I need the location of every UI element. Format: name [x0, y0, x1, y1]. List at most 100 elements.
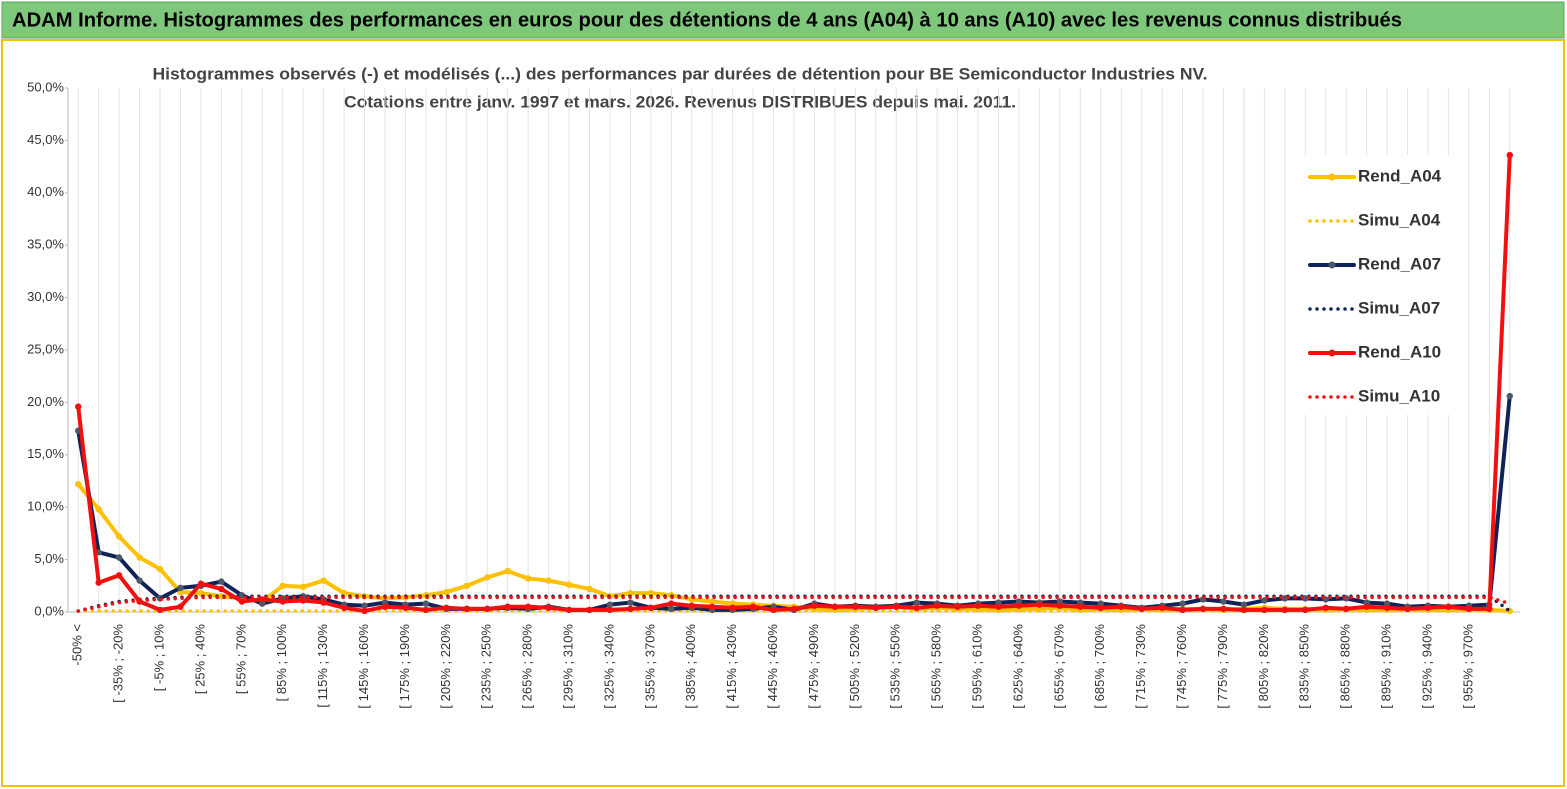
series-marker [1404, 605, 1411, 613]
series-marker [565, 581, 573, 588]
legend-label: Simu_A07 [1358, 298, 1440, 317]
x-tick-label: [ 145% ; 160% [356, 624, 371, 709]
series-marker [115, 533, 123, 540]
series-marker [1240, 601, 1248, 608]
series-line [76, 595, 1512, 613]
x-tick-label: [ 865% ; 880% [1338, 624, 1353, 709]
series-marker [75, 403, 82, 410]
series-marker [1220, 605, 1227, 613]
series-marker [1383, 604, 1391, 612]
x-tick-label: -50% < [70, 624, 85, 666]
series-marker [668, 600, 675, 607]
series-marker [627, 599, 634, 606]
legend-box [1295, 155, 1455, 415]
x-tick-label: [ 265% ; 280% [520, 624, 535, 709]
series-marker [1465, 605, 1473, 613]
series-marker [136, 577, 143, 584]
title-box [150, 58, 1210, 118]
x-tick-label: [ 775% ; 790% [1215, 624, 1230, 709]
series-marker [156, 565, 164, 573]
series-marker [545, 604, 552, 612]
x-tick-label: [ 385% ; 400% [683, 624, 698, 709]
series-marker [463, 582, 470, 589]
series-marker [484, 574, 491, 581]
series-marker [995, 603, 1002, 610]
header-title: ADAM Informe. Histogrammes des performan… [12, 9, 1402, 31]
x-tick-label: [ 505% ; 520% [847, 624, 862, 709]
series-marker [1486, 605, 1493, 613]
series-marker [1179, 606, 1186, 614]
series-marker [749, 603, 757, 610]
y-tick-label: 0,0% [34, 603, 64, 618]
series-marker [299, 583, 307, 591]
legend-marker [1328, 261, 1336, 269]
header-bar [1, 1, 1565, 39]
series-marker [443, 588, 450, 596]
series-marker [279, 582, 286, 589]
series-marker [627, 589, 634, 597]
series-marker [1342, 605, 1350, 613]
series-marker [422, 600, 430, 607]
series-marker [320, 599, 327, 606]
series-marker [361, 607, 368, 615]
series-marker [95, 506, 102, 513]
series-marker [504, 603, 511, 610]
y-tick-label: 45,0% [27, 132, 64, 147]
series-marker [1322, 604, 1329, 612]
x-tick-label: [ 205% ; 220% [438, 624, 453, 709]
series-marker [1138, 605, 1145, 613]
plot-area: 0,0% 5,0% 10,0% 15,0% 20,0% 25,0% 30,0% 35,0% 40… [27, 79, 1520, 709]
series-marker [422, 606, 430, 614]
series-marker [136, 554, 143, 561]
y-tick-label: 20,0% [27, 394, 64, 409]
x-tick-label: [ 925% ; 940% [1419, 624, 1434, 709]
series-marker [218, 578, 225, 585]
series-marker [524, 603, 532, 610]
series-marker [1240, 606, 1248, 614]
series-marker [688, 602, 695, 609]
x-tick-label: [ 475% ; 490% [806, 624, 821, 709]
series-marker [1158, 604, 1166, 612]
x-tick-label: [ 85% ; 100% [274, 624, 289, 702]
series-marker [565, 606, 573, 614]
y-tick-label: 40,0% [27, 184, 64, 199]
series-marker [115, 572, 123, 579]
series-marker [586, 585, 593, 593]
series-marker [1056, 602, 1064, 609]
series-marker [586, 606, 593, 614]
y-tick-label: 30,0% [27, 289, 64, 304]
x-tick-label: [ 355% ; 370% [642, 624, 657, 709]
legend-label: Rend_A07 [1358, 254, 1441, 273]
series-marker [361, 602, 368, 609]
series-marker [381, 603, 389, 610]
series-marker [708, 603, 716, 610]
chart-title: Histogrammes observés (-) et modélisés (… [153, 64, 1208, 83]
series-marker [218, 585, 225, 593]
series-marker [1118, 603, 1125, 610]
series-marker [463, 605, 470, 613]
y-tick-label: 15,0% [27, 446, 64, 461]
series-marker [831, 603, 839, 610]
legend-marker [1328, 349, 1336, 357]
series-marker [913, 599, 920, 606]
x-tick-label: [ 745% ; 760% [1174, 624, 1189, 709]
x-tick-label: [ 595% ; 610% [969, 624, 984, 709]
series-marker [1506, 151, 1513, 159]
x-tick-label: [ 115% ; 130% [315, 624, 330, 708]
legend-label: Simu_A10 [1358, 386, 1440, 405]
y-tick-label: 25,0% [27, 341, 64, 356]
series-marker [606, 601, 614, 608]
series-marker [340, 604, 348, 612]
series-marker [443, 604, 450, 612]
series-marker [545, 577, 552, 584]
series-marker [974, 602, 982, 609]
series-marker [177, 584, 184, 592]
series-marker [1199, 605, 1207, 613]
series-marker [484, 605, 491, 613]
series-marker [115, 554, 123, 561]
series-marker [1097, 604, 1104, 612]
series-marker [238, 598, 246, 605]
series-marker [811, 602, 818, 609]
series-marker [852, 603, 859, 610]
